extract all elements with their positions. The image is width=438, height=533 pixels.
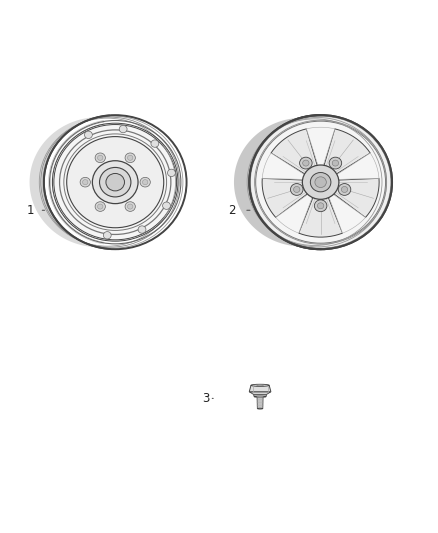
Polygon shape — [328, 193, 365, 233]
Polygon shape — [322, 129, 370, 177]
Ellipse shape — [318, 203, 324, 209]
Ellipse shape — [341, 187, 348, 192]
Ellipse shape — [151, 140, 159, 147]
Ellipse shape — [82, 180, 88, 185]
Polygon shape — [262, 153, 305, 180]
Ellipse shape — [67, 136, 164, 228]
Ellipse shape — [251, 384, 269, 386]
Ellipse shape — [256, 121, 385, 243]
Ellipse shape — [138, 226, 146, 233]
Polygon shape — [307, 127, 335, 166]
Ellipse shape — [303, 160, 309, 166]
Polygon shape — [234, 115, 321, 249]
Ellipse shape — [92, 161, 138, 204]
Ellipse shape — [106, 173, 124, 191]
Ellipse shape — [99, 167, 131, 197]
Ellipse shape — [127, 204, 133, 209]
Polygon shape — [250, 392, 271, 395]
Ellipse shape — [95, 153, 106, 163]
Ellipse shape — [293, 187, 300, 192]
Ellipse shape — [125, 153, 135, 163]
Text: 2: 2 — [228, 204, 235, 217]
Ellipse shape — [95, 201, 106, 212]
Ellipse shape — [140, 177, 150, 187]
Polygon shape — [257, 397, 263, 409]
Ellipse shape — [332, 160, 339, 166]
Ellipse shape — [167, 169, 175, 176]
Polygon shape — [271, 129, 319, 177]
Text: 1: 1 — [27, 204, 34, 217]
Ellipse shape — [254, 396, 266, 397]
Polygon shape — [299, 192, 343, 237]
Ellipse shape — [80, 177, 90, 187]
Ellipse shape — [103, 231, 111, 239]
Polygon shape — [336, 153, 379, 180]
Ellipse shape — [125, 201, 135, 212]
Ellipse shape — [258, 408, 263, 409]
Ellipse shape — [329, 157, 342, 169]
Ellipse shape — [300, 157, 312, 169]
Ellipse shape — [311, 173, 331, 192]
Ellipse shape — [98, 204, 103, 209]
Ellipse shape — [98, 155, 103, 160]
Ellipse shape — [338, 183, 351, 196]
Polygon shape — [328, 179, 379, 217]
Text: 3: 3 — [202, 392, 209, 405]
Ellipse shape — [127, 155, 133, 160]
Ellipse shape — [54, 125, 177, 240]
Ellipse shape — [119, 125, 127, 133]
Polygon shape — [30, 116, 109, 249]
Ellipse shape — [142, 180, 148, 185]
Polygon shape — [276, 193, 313, 233]
Ellipse shape — [249, 115, 392, 249]
Ellipse shape — [85, 131, 92, 139]
Ellipse shape — [314, 200, 327, 212]
Ellipse shape — [257, 396, 263, 397]
Ellipse shape — [315, 177, 326, 188]
Ellipse shape — [162, 202, 170, 209]
Polygon shape — [262, 179, 313, 217]
Ellipse shape — [257, 385, 264, 386]
Polygon shape — [254, 395, 266, 397]
Ellipse shape — [290, 183, 303, 196]
Ellipse shape — [302, 165, 339, 199]
Polygon shape — [249, 385, 271, 392]
